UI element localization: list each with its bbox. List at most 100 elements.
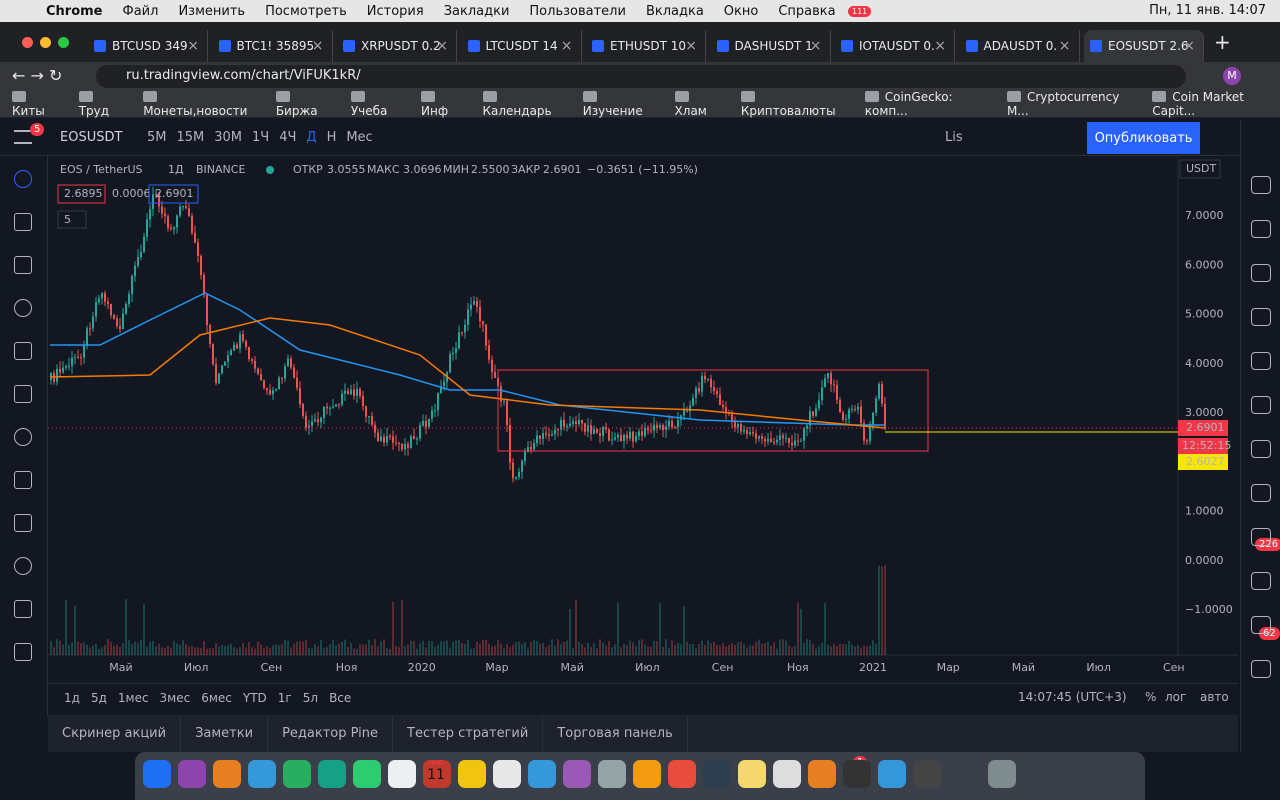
menu-item[interactable]: Закладки bbox=[443, 3, 510, 19]
app-name[interactable]: Chrome bbox=[46, 3, 103, 19]
url[interactable]: ru.tradingview.com/chart/ViFUK1kR/ bbox=[96, 65, 1186, 88]
bookmark[interactable]: Календарь bbox=[483, 90, 565, 118]
range[interactable]: 6мес bbox=[201, 690, 232, 705]
range[interactable]: 1д bbox=[64, 690, 80, 705]
sidebar-icon[interactable] bbox=[1251, 308, 1271, 326]
range[interactable]: 1мес bbox=[117, 690, 149, 705]
range[interactable]: 5л bbox=[302, 690, 319, 705]
dock-icon[interactable] bbox=[283, 760, 311, 788]
bookmark[interactable]: CoinGecko: комп... bbox=[865, 90, 989, 118]
dock-icon[interactable] bbox=[143, 760, 171, 788]
dock-icon[interactable] bbox=[668, 760, 696, 788]
range[interactable]: 1г bbox=[277, 690, 292, 705]
indicator-count[interactable]: 5 bbox=[64, 213, 71, 226]
tab[interactable]: XRPUSDT 0.2 bbox=[337, 30, 457, 62]
panel-tab[interactable]: Скринер акций bbox=[48, 715, 182, 752]
dock-icon[interactable] bbox=[843, 760, 871, 788]
range[interactable]: 3мес bbox=[159, 690, 191, 705]
menu-item[interactable]: Файл bbox=[122, 3, 159, 19]
menu-item[interactable]: Вкладка bbox=[645, 3, 704, 19]
menu-item[interactable]: Окно bbox=[723, 3, 759, 19]
panel-tab[interactable]: Тестер стратегий bbox=[393, 715, 544, 752]
sidebar-icon[interactable] bbox=[1251, 396, 1271, 414]
tool-icon[interactable] bbox=[14, 557, 32, 575]
dock-icon[interactable] bbox=[213, 760, 241, 788]
tool-icon[interactable] bbox=[14, 514, 32, 532]
bookmark[interactable]: Инф bbox=[421, 90, 464, 118]
auto-toggle[interactable]: авто bbox=[1200, 690, 1229, 704]
bookmark[interactable]: Хлам bbox=[675, 90, 723, 118]
sidebar-icon[interactable] bbox=[1251, 528, 1271, 546]
bookmark[interactable]: Монеты,новости bbox=[143, 90, 258, 118]
tab[interactable]: ADAUSDT 0. bbox=[960, 30, 1080, 62]
tool-icon[interactable] bbox=[14, 471, 32, 489]
layout-name[interactable]: Lis bbox=[945, 130, 963, 145]
dock-icon[interactable] bbox=[318, 760, 346, 788]
dock-icon[interactable] bbox=[633, 760, 661, 788]
sidebar-icon[interactable] bbox=[1251, 572, 1271, 590]
interval[interactable]: Мес bbox=[346, 130, 373, 145]
tool-icon[interactable] bbox=[14, 170, 32, 188]
interval[interactable]: Д bbox=[306, 130, 317, 145]
interval[interactable]: 15М bbox=[176, 130, 205, 145]
dock-icon[interactable] bbox=[178, 760, 206, 788]
dock-icon[interactable] bbox=[878, 760, 906, 788]
sidebar-icon[interactable] bbox=[1251, 484, 1271, 502]
sidebar-icon[interactable] bbox=[1251, 440, 1271, 458]
dock-icon[interactable] bbox=[528, 760, 556, 788]
menu-item[interactable]: Справка bbox=[778, 3, 836, 19]
panel-tab[interactable]: Редактор Pine bbox=[268, 715, 394, 752]
bookmark[interactable]: Биржа bbox=[276, 90, 333, 118]
dock-icon[interactable] bbox=[988, 760, 1016, 788]
bookmark[interactable]: Изучение bbox=[583, 90, 657, 118]
dock-icon[interactable] bbox=[808, 760, 836, 788]
menu-item[interactable]: Пользователи bbox=[529, 3, 626, 19]
interval[interactable]: 5М bbox=[147, 130, 167, 145]
tab[interactable]: BTCUSD 349 bbox=[88, 30, 208, 62]
tab[interactable]: LTCUSDT 14 bbox=[462, 30, 582, 62]
bookmark[interactable]: Cryptocurrency M... bbox=[1007, 90, 1134, 118]
panel-tab[interactable]: Торговая панель bbox=[543, 715, 688, 752]
interval[interactable]: Н bbox=[326, 130, 337, 145]
dock-icon[interactable] bbox=[423, 760, 451, 788]
dock-icon[interactable] bbox=[248, 760, 276, 788]
interval[interactable]: 30М bbox=[214, 130, 243, 145]
tool-icon[interactable] bbox=[14, 385, 32, 403]
dock-icon[interactable] bbox=[458, 760, 486, 788]
menu-item[interactable]: История bbox=[366, 3, 424, 19]
symbol[interactable]: EOSUSDT bbox=[60, 130, 123, 145]
tab[interactable]: DASHUSDT 1 bbox=[711, 30, 831, 62]
sidebar-icon[interactable] bbox=[1251, 176, 1271, 194]
sidebar-icon[interactable] bbox=[1251, 220, 1271, 238]
interval[interactable]: 4Ч bbox=[279, 130, 297, 145]
range[interactable]: 5д bbox=[90, 690, 107, 705]
tool-icon[interactable] bbox=[14, 213, 32, 231]
tool-icon[interactable] bbox=[14, 428, 32, 446]
interval[interactable]: 1Ч bbox=[252, 130, 270, 145]
tab[interactable]: ETHUSDT 10 bbox=[586, 30, 706, 62]
clock[interactable]: Пн, 11 янв. 14:07 bbox=[1149, 3, 1266, 18]
log-toggle[interactable]: лог bbox=[1165, 690, 1187, 704]
sidebar-icon[interactable] bbox=[1251, 264, 1271, 282]
menu-item[interactable]: Изменить bbox=[178, 3, 246, 19]
bookmark[interactable]: Криптовалюты bbox=[741, 90, 847, 118]
dock-icon[interactable] bbox=[353, 760, 381, 788]
range[interactable]: Все bbox=[329, 690, 352, 705]
bookmark[interactable]: Труд bbox=[79, 90, 125, 118]
sidebar-icon[interactable] bbox=[1251, 616, 1271, 634]
currency[interactable]: USDT bbox=[1186, 162, 1217, 175]
tool-icon[interactable] bbox=[14, 342, 32, 360]
avatar[interactable]: M bbox=[1223, 67, 1241, 85]
panel-tab[interactable]: Заметки bbox=[181, 715, 269, 752]
dock-icon[interactable] bbox=[703, 760, 731, 788]
bookmark[interactable]: Киты bbox=[12, 90, 61, 118]
menu-item[interactable]: Посмотреть bbox=[265, 3, 347, 19]
tab[interactable]: EOSUSDT 2.6 bbox=[1084, 30, 1204, 62]
tool-icon[interactable] bbox=[14, 643, 32, 661]
range[interactable]: YTD bbox=[242, 690, 267, 705]
tool-icon[interactable] bbox=[14, 600, 32, 618]
publish-button[interactable]: Опубликовать bbox=[1087, 122, 1200, 154]
dock-icon[interactable] bbox=[388, 760, 416, 788]
tool-icon[interactable] bbox=[14, 256, 32, 274]
dock-icon[interactable] bbox=[493, 760, 521, 788]
